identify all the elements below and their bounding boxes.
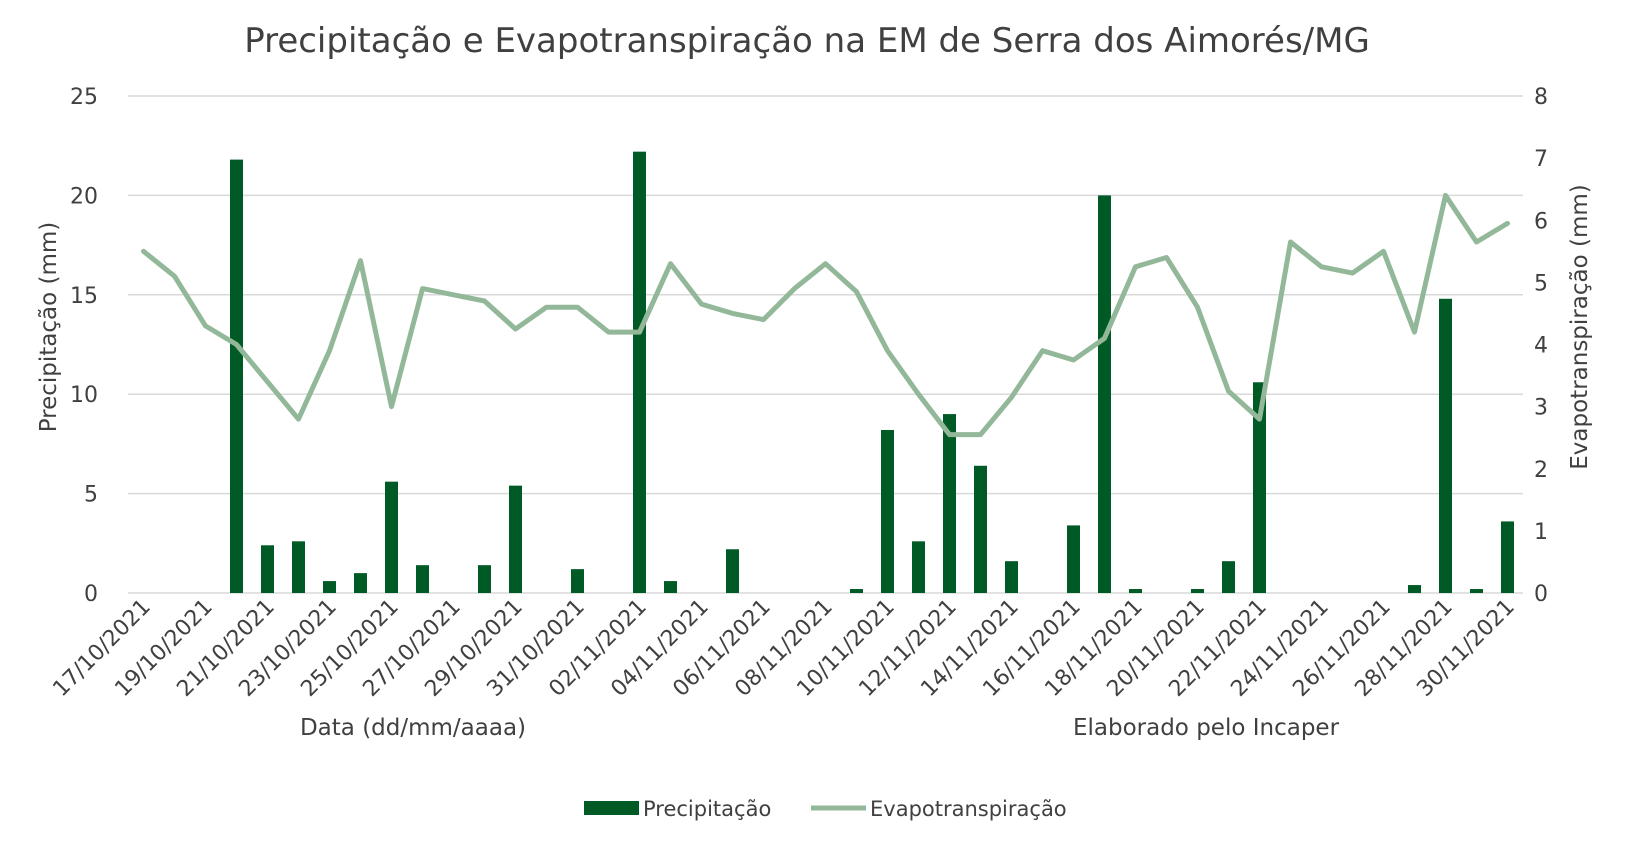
y2-tick-label: 3: [1534, 396, 1548, 421]
precipitation-bar: [1005, 561, 1018, 593]
precipitation-bar: [664, 581, 677, 593]
y-tick-label: 15: [70, 284, 98, 309]
gridlines: [128, 95, 1523, 594]
precipitation-bar: [571, 569, 584, 593]
precipitation-bar: [416, 565, 429, 593]
precipitation-bar: [726, 549, 739, 593]
evapotranspiration-series-line: [141, 192, 1510, 438]
precipitation-bar: [323, 581, 336, 593]
precipitation-bar: [912, 541, 925, 593]
legend-label-evapotranspiration: Evapotranspiração: [870, 797, 1067, 821]
precipitation-bar: [509, 485, 522, 593]
chart-title: Precipitação e Evapotranspiração na EM d…: [244, 21, 1370, 61]
precipitation-bar: [1439, 298, 1452, 593]
y-tick-label: 10: [70, 383, 98, 408]
precipitation-bar: [478, 565, 491, 593]
precipitation-bars: [230, 151, 1514, 593]
right-axis-ticks: 0 1 2 3 4 5 6 7 8: [1534, 85, 1548, 607]
precipitation-bar: [1129, 589, 1142, 593]
precipitation-bar: [1191, 589, 1204, 593]
precipitation-bar: [1408, 585, 1421, 593]
y2-tick-label: 5: [1534, 271, 1548, 296]
y-tick-label: 25: [70, 85, 98, 110]
y2-tick-label: 4: [1534, 334, 1548, 359]
precipitation-bar: [292, 541, 305, 593]
precipitation-bar: [1253, 382, 1266, 593]
legend-label-precipitation: Precipitação: [643, 797, 771, 821]
legend-swatch-precipitation: [584, 801, 639, 815]
precipitation-bar: [261, 545, 274, 593]
precipitation-bar: [974, 465, 987, 593]
left-axis-ticks: 0 5 10 15 20 25: [70, 85, 98, 607]
precipitation-bar: [850, 589, 863, 593]
precipitation-bar: [354, 573, 367, 593]
y-tick-label: 20: [70, 184, 98, 209]
y2-tick-label: 1: [1534, 520, 1548, 545]
precipitation-bar: [633, 151, 646, 593]
precipitation-bar: [1222, 561, 1235, 593]
x-axis-label: Data (dd/mm/aaaa): [300, 715, 526, 741]
precipitation-bar: [1470, 589, 1483, 593]
precipitation-bar: [1501, 521, 1514, 593]
y2-tick-label: 7: [1534, 147, 1548, 172]
precipitation-bar: [881, 429, 894, 593]
precipitation-bar: [1098, 195, 1111, 593]
source-note: Elaborado pelo Incaper: [1073, 715, 1340, 741]
y2-tick-label: 0: [1534, 582, 1548, 607]
evapotranspiration-line: [141, 192, 1510, 438]
y2-tick-label: 8: [1534, 85, 1548, 110]
y2-tick-label: 6: [1534, 209, 1548, 234]
precipitation-bar: [1067, 525, 1080, 593]
precipitation-bar: [385, 481, 398, 593]
y2-axis-label: Evapotranspiração (mm): [1567, 184, 1593, 469]
y-axis-label: Precipitação (mm): [36, 222, 62, 433]
precipitation-bar: [943, 414, 956, 593]
x-axis-ticks: 17/10/202119/10/202121/10/202123/10/2021…: [48, 595, 1519, 702]
precipitation-bar: [230, 159, 243, 593]
y-tick-label: 5: [84, 483, 98, 508]
y-tick-label: 0: [84, 582, 98, 607]
legend: Precipitação Evapotranspiração: [584, 797, 1067, 821]
y2-tick-label: 2: [1534, 458, 1548, 483]
